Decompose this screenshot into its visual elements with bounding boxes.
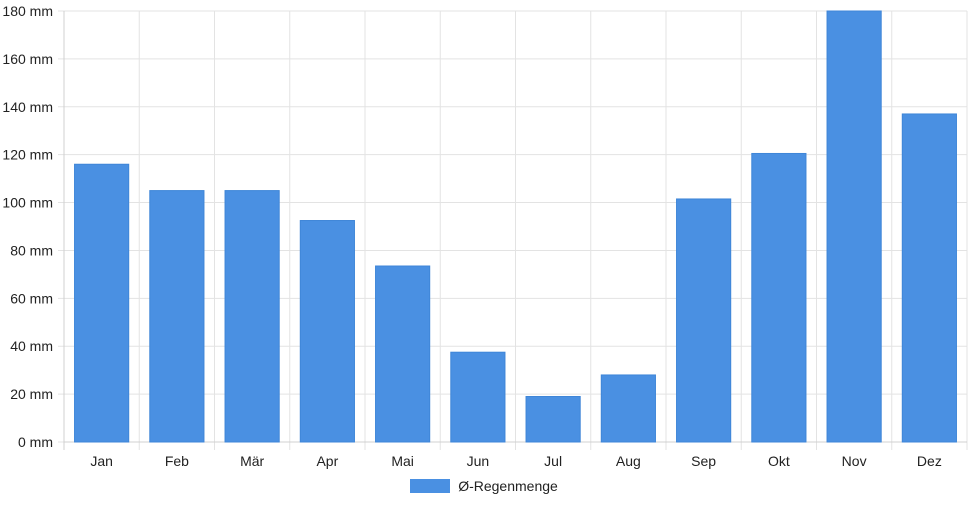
bar-chart: 0 mm 20 mm 40 mm 60 mm 80 mm 100 mm 120 mm 140 … <box>2 3 968 469</box>
y-tick-label: 40 mm <box>10 338 53 354</box>
y-tick-label: 100 mm <box>2 195 53 211</box>
y-tick-label: 80 mm <box>10 242 53 258</box>
bar-Okt[interactable] <box>751 152 807 443</box>
bar-Jun[interactable] <box>450 351 506 443</box>
bars <box>74 10 957 443</box>
legend: Ø-Regenmenge <box>0 478 968 494</box>
x-axis-ticks: Jan Feb Mär Apr Mai Jun Jul Aug Sep Okt Nov Dez <box>90 453 941 469</box>
y-tick-label: 120 mm <box>2 147 53 163</box>
x-tick-label: Okt <box>768 453 790 469</box>
y-tick-label: 140 mm <box>2 99 53 115</box>
x-tick-label: Mai <box>391 453 414 469</box>
grid <box>58 10 968 450</box>
bar-Jul[interactable] <box>525 396 581 443</box>
x-tick-label: Jul <box>544 453 562 469</box>
bar-Mai[interactable] <box>375 265 431 443</box>
y-tick-label: 180 mm <box>2 3 53 19</box>
x-tick-label: Apr <box>316 453 338 469</box>
x-tick-label: Aug <box>616 453 641 469</box>
bar-Nov[interactable] <box>826 10 882 443</box>
y-tick-label: 0 mm <box>18 434 53 450</box>
y-tick-label: 160 mm <box>2 51 53 67</box>
x-tick-label: Jan <box>90 453 113 469</box>
legend-label: Ø-Regenmenge <box>458 478 558 494</box>
bar-Jan[interactable] <box>74 163 130 443</box>
x-tick-label: Nov <box>842 453 867 469</box>
bar-Sep[interactable] <box>676 198 732 443</box>
bar-Mär[interactable] <box>224 190 280 443</box>
y-axis-ticks: 0 mm 20 mm 40 mm 60 mm 80 mm 100 mm 120 mm 140 … <box>2 3 53 450</box>
y-tick-label: 20 mm <box>10 386 53 402</box>
bar-Feb[interactable] <box>149 190 205 443</box>
x-tick-label: Dez <box>917 453 942 469</box>
x-tick-label: Sep <box>691 453 716 469</box>
bar-Dez[interactable] <box>901 113 957 443</box>
x-tick-label: Mär <box>240 453 264 469</box>
x-tick-label: Feb <box>165 453 189 469</box>
y-tick-label: 60 mm <box>10 290 53 306</box>
legend-swatch <box>410 479 451 493</box>
x-tick-label: Jun <box>467 453 490 469</box>
bar-Apr[interactable] <box>299 220 355 443</box>
bar-Aug[interactable] <box>600 374 656 443</box>
